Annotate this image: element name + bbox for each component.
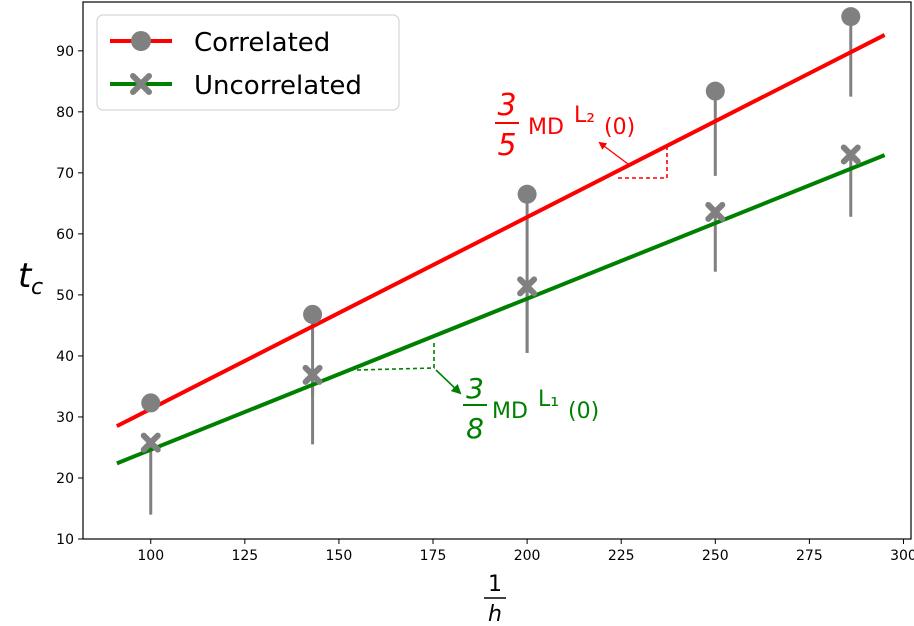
- slope-arrow-red: [598, 141, 629, 165]
- y-tick-label-50: 50: [56, 288, 74, 304]
- legend-uncorrelated-label: Uncorrelated: [194, 71, 362, 101]
- data-point-uncorrelated-4: [840, 144, 861, 165]
- slope-triangle-green: [356, 343, 435, 371]
- annotation-green-arg: (0): [568, 399, 599, 424]
- annotation-green-superscript: L₁: [538, 387, 559, 412]
- x-tick-label-150: 150: [326, 548, 353, 564]
- legend-uncorrelated-marker: [130, 73, 152, 95]
- y-tick-label-80: 80: [56, 105, 74, 121]
- fit-line-correlated: [115, 33, 886, 428]
- x-tick-label-250: 250: [702, 548, 729, 564]
- legend-correlated-label: Correlated: [194, 28, 330, 58]
- x-tick-label-275: 275: [796, 548, 823, 564]
- legend-box: [96, 14, 400, 111]
- annotation-green-numerator: 3: [466, 372, 484, 405]
- y-axis-label-subscript: c: [31, 275, 43, 300]
- data-point-uncorrelated-1: [302, 364, 323, 385]
- y-tick-label-90: 90: [56, 44, 74, 60]
- data-point-uncorrelated-2: [517, 276, 538, 297]
- y-tick-label-60: 60: [56, 227, 74, 243]
- x-tick-label-100: 100: [137, 548, 164, 564]
- x-tick-label-200: 200: [514, 548, 541, 564]
- legend-correlated-marker: [131, 31, 151, 51]
- plot-frame: [82, 1, 912, 540]
- data-point-correlated-4: [841, 7, 861, 27]
- data-point-correlated-2: [517, 184, 537, 204]
- y-tick-label-40: 40: [56, 349, 74, 365]
- y-axis-label-base: t: [18, 256, 33, 296]
- x-axis-label-denominator: h: [488, 602, 502, 626]
- y-axis-label: t c: [18, 256, 43, 300]
- annotation-correlated-slope: 3 5 MD L₂ (0): [495, 88, 668, 179]
- annotation-red-superscript: L₂: [574, 103, 595, 128]
- x-tick-label-300: 300: [890, 548, 914, 564]
- data-point-correlated-3: [705, 81, 725, 101]
- y-tick-label-70: 70: [56, 166, 74, 182]
- y-tick-label-10: 10: [56, 532, 74, 548]
- annotation-red-md: MD: [528, 115, 564, 140]
- legend: Correlated Uncorrelated: [96, 14, 400, 111]
- x-axis-label: 1 h: [484, 572, 506, 626]
- x-axis-label-numerator: 1: [488, 572, 502, 597]
- data-point-uncorrelated-3: [705, 201, 726, 222]
- y-tick-label-20: 20: [56, 471, 74, 487]
- annotation-red-arg: (0): [604, 115, 635, 140]
- slope-triangle-red: [618, 145, 668, 179]
- x-tick-label-225: 225: [608, 548, 635, 564]
- x-tick-label-125: 125: [231, 548, 258, 564]
- fit-line-uncorrelated: [116, 153, 886, 466]
- annotation-red-denominator: 5: [497, 128, 516, 163]
- slope-arrow-green: [435, 369, 462, 395]
- annotation-green-md: MD: [492, 399, 528, 424]
- x-tick-label-175: 175: [420, 548, 447, 564]
- annotation-green-denominator: 8: [466, 412, 484, 445]
- data-point-uncorrelated-0: [140, 432, 161, 453]
- data-point-correlated-0: [141, 393, 161, 413]
- annotation-red-numerator: 3: [497, 88, 516, 123]
- data-point-correlated-1: [303, 304, 323, 324]
- y-tick-label-30: 30: [56, 410, 74, 426]
- annotation-uncorrelated-slope: 3 8 MD L₁ (0): [356, 343, 599, 445]
